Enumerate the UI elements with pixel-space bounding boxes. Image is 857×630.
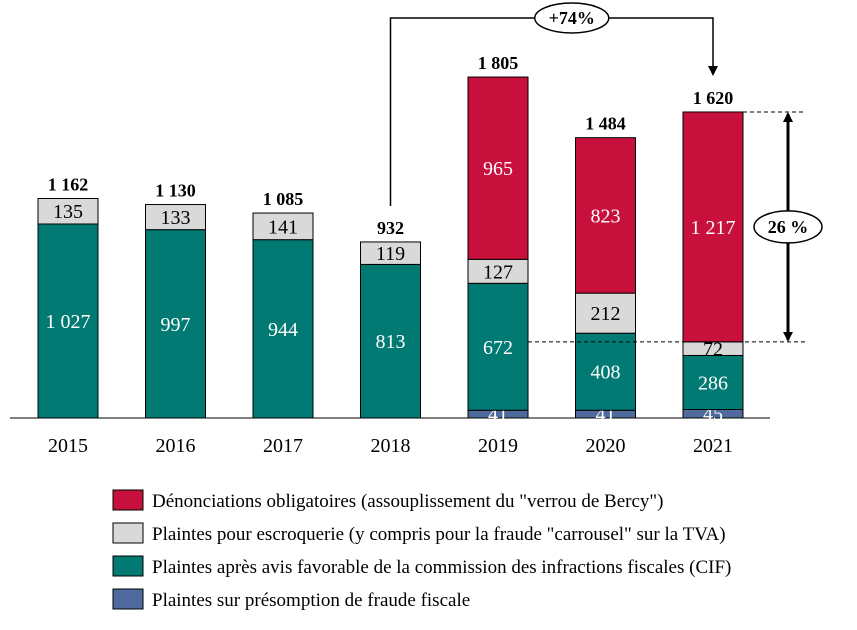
segment-label-2021-s1: 286 — [698, 372, 728, 394]
bar-segment-2018-s2 — [360, 241, 421, 265]
total-label-2020: 1 484 — [585, 114, 626, 134]
legend-swatch-1 — [112, 522, 144, 544]
year-label-2016: 2016 — [156, 435, 196, 457]
year-label-2021: 2021 — [693, 435, 733, 457]
bar-segment-2015-s2 — [37, 197, 99, 225]
segment-label-2021-s2: 72 — [703, 339, 723, 361]
total-label-2016: 1 130 — [155, 181, 196, 201]
bar-segment-2020-s3 — [575, 137, 636, 294]
year-label-2015: 2015 — [48, 435, 88, 457]
year-label-2017: 2017 — [263, 435, 303, 457]
share-callout-ellipse — [753, 210, 823, 244]
segment-label-2018-s1: 813 — [376, 331, 406, 353]
share-callout-label: 26 % — [768, 217, 809, 237]
segment-label-2020-s3: 823 — [591, 205, 621, 227]
total-label-2019: 1 805 — [478, 53, 519, 73]
bar-segment-2017-s2 — [252, 212, 314, 241]
bar-segment-2019-s3 — [467, 76, 529, 260]
segment-label-2016-s1: 997 — [161, 314, 191, 336]
total-label-2018: 932 — [377, 218, 404, 238]
year-label-2019: 2019 — [478, 435, 518, 457]
year-label-2018: 2018 — [371, 435, 411, 457]
legend-swatch-0 — [112, 489, 144, 511]
growth-callout-ellipse — [534, 2, 610, 34]
segment-label-2018-s2: 119 — [376, 243, 405, 265]
segment-label-2020-s1: 408 — [591, 362, 621, 384]
segment-label-2021-s3: 1 217 — [691, 217, 736, 239]
legend-label-3: Plaintes sur présomption de fraude fisca… — [152, 590, 470, 611]
segment-label-2019-s2: 127 — [483, 261, 513, 283]
bar-segment-2019-s1 — [467, 282, 529, 411]
bar-segment-2018-s1 — [360, 263, 421, 419]
bar-segment-2016-s2 — [145, 204, 206, 231]
bar-segment-2020-s2 — [575, 292, 636, 334]
legend-label-0: Dénonciations obligatoires (assouplissem… — [152, 491, 664, 512]
segment-label-2015-s2: 135 — [53, 201, 83, 223]
legend-label-1: Plaintes pour escroquerie (y compris pou… — [152, 524, 726, 545]
legend-swatch-3 — [112, 588, 144, 610]
total-label-2015: 1 162 — [48, 174, 89, 194]
bar-segment-2017-s1 — [252, 239, 314, 419]
segment-label-2019-s3: 965 — [483, 158, 513, 180]
total-label-2017: 1 085 — [263, 189, 304, 209]
segment-label-2015-s1: 1 027 — [46, 311, 91, 333]
segment-label-2019-s1: 672 — [483, 337, 513, 359]
legend-swatch-2 — [112, 555, 144, 577]
growth-callout-label: +74% — [549, 8, 595, 28]
total-label-2021: 1 620 — [693, 88, 734, 108]
legend-label-2: Plaintes après avis favorable de la comm… — [152, 557, 731, 578]
bar-segment-2015-s1 — [37, 223, 99, 419]
segment-label-2017-s2: 141 — [268, 216, 298, 238]
bar-segment-2021-s1 — [682, 354, 744, 410]
segment-label-2016-s2: 133 — [161, 207, 191, 229]
bar-segment-2020-s1 — [575, 332, 636, 411]
growth-bracket-line — [389, 17, 718, 206]
bar-segment-2021-s3 — [682, 111, 744, 343]
segment-label-2020-s2: 212 — [591, 303, 621, 325]
year-label-2020: 2020 — [586, 435, 626, 457]
segment-label-2017-s1: 944 — [268, 319, 298, 341]
